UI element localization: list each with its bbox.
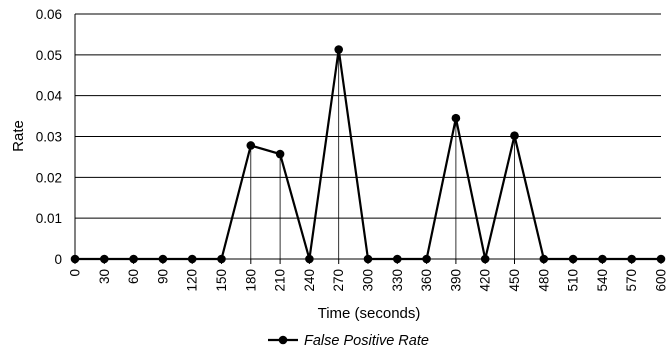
- x-tick-label: 390: [448, 269, 463, 292]
- gridlines: [75, 13, 661, 219]
- x-tick-label: 540: [595, 269, 610, 292]
- data-point: [305, 254, 314, 264]
- x-tick-label: 210: [273, 269, 288, 292]
- data-point: [100, 254, 109, 264]
- data-point: [158, 254, 168, 264]
- y-tick-label: 0.03: [36, 130, 62, 145]
- x-tick-label: 0: [68, 269, 83, 277]
- data-point: [627, 254, 636, 264]
- y-tick-label: 0.01: [36, 211, 62, 226]
- y-tick-label: 0.05: [36, 48, 62, 63]
- legend-label-false-positive-rate: False Positive Rate: [304, 333, 429, 349]
- data-point: [129, 254, 138, 264]
- data-point: [70, 254, 80, 264]
- data-point: [246, 141, 256, 150]
- legend-marker-swatch: [278, 335, 288, 345]
- x-tick-label: 180: [243, 269, 258, 292]
- y-axis-title: Rate: [10, 120, 27, 152]
- legend: False Positive Rate: [268, 333, 429, 349]
- data-point: [187, 254, 197, 264]
- data-point: [217, 254, 226, 264]
- data-point: [334, 45, 344, 54]
- data-point: [480, 254, 490, 264]
- axes: [74, 14, 662, 264]
- x-tick-label: 420: [478, 269, 493, 292]
- y-tick-label: 0.04: [36, 89, 63, 104]
- drop-lines: [250, 49, 515, 259]
- x-tick-label: 300: [361, 269, 376, 292]
- data-point: [451, 113, 461, 123]
- data-point: [393, 254, 402, 264]
- y-tick-label: 0.02: [36, 170, 62, 185]
- x-tick-label: 480: [536, 269, 551, 292]
- y-tick-label: 0: [54, 252, 62, 267]
- x-tick-label: 90: [155, 269, 170, 284]
- series-markers: [70, 45, 666, 264]
- y-tick-labels: 0 0.01 0.02 0.03 0.04 0.05 0.06: [36, 7, 63, 267]
- x-tick-label: 30: [97, 269, 112, 284]
- data-point: [510, 131, 519, 140]
- x-tick-label: 120: [185, 269, 200, 292]
- data-point: [275, 149, 285, 159]
- y-tick-label: 0.06: [36, 7, 62, 22]
- series-lines: [75, 49, 661, 261]
- data-point: [598, 254, 607, 264]
- x-tick-label: 270: [331, 269, 346, 292]
- data-point: [656, 254, 666, 264]
- x-tick-label: 360: [419, 269, 434, 292]
- x-axis-title: Time (seconds): [318, 305, 421, 322]
- x-tick-label: 450: [507, 269, 522, 292]
- x-tick-label: 570: [624, 269, 639, 292]
- data-point: [568, 254, 578, 264]
- x-tick-labels: 0 30 60 90 120 150 180 210 240 270 300 330 360 390 420…: [68, 269, 666, 292]
- x-tick-label: 330: [390, 269, 405, 292]
- series-line-false-positive-rate: [75, 49, 661, 261]
- data-point: [539, 254, 549, 264]
- x-tick-label: 150: [214, 269, 229, 292]
- x-tick-label: 600: [654, 269, 666, 292]
- data-point: [422, 254, 431, 264]
- data-point: [363, 254, 373, 264]
- x-tick-label: 510: [566, 269, 581, 292]
- x-tick-label: 240: [302, 269, 317, 292]
- x-tick-label: 60: [126, 269, 141, 284]
